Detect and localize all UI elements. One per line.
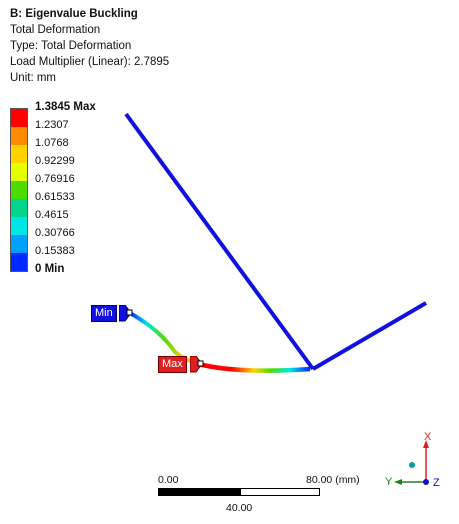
legend-swatch <box>11 109 27 127</box>
deformed-segment-lower <box>197 361 311 373</box>
scale-left-label: 0.00 <box>158 474 179 486</box>
legend-swatch <box>11 127 27 145</box>
legend-value-label: 0.76916 <box>35 173 75 185</box>
legend-value-label: 0.30766 <box>35 227 75 239</box>
legend-swatch <box>11 181 27 199</box>
result-name: Total Deformation <box>10 24 101 36</box>
scale-right-label: 80.00 (mm) <box>306 474 360 486</box>
max-probe-label: Max <box>158 356 187 373</box>
min-probe-label: Min <box>91 305 117 322</box>
triad-x-label: X <box>424 431 432 443</box>
unit-label: Unit: mm <box>10 72 56 84</box>
result-type: Type: Total Deformation <box>10 40 132 52</box>
analysis-title: B: Eigenvalue Buckling <box>10 8 138 20</box>
triad-y-label: Y <box>385 476 393 488</box>
undeformed-member-right <box>311 301 428 371</box>
scale-segment-white <box>240 488 320 496</box>
max-probe-pointer-icon <box>190 356 204 373</box>
legend-value-label: 0 Min <box>35 263 65 275</box>
legend-swatch <box>11 235 27 253</box>
triad-x-arrow-icon <box>423 440 429 448</box>
coordinate-triad[interactable]: X Y Z <box>385 431 440 489</box>
legend-value-label: 0.92299 <box>35 155 75 167</box>
triad-z-label: Z <box>433 477 440 489</box>
scale-bar: 0.00 80.00 (mm) 40.00 <box>158 474 388 518</box>
legend-swatch <box>11 253 27 271</box>
scale-segment-black <box>158 488 240 496</box>
legend-swatch <box>11 145 27 163</box>
scale-mid-label: 40.00 <box>226 502 253 514</box>
legend-value-label: 0.4615 <box>35 209 69 221</box>
legend-value-label: 0.61533 <box>35 191 75 203</box>
legend-swatch <box>11 163 27 181</box>
triad-z-axis-icon <box>423 479 429 485</box>
legend-value-label: 0.15383 <box>35 245 75 257</box>
load-multiplier: Load Multiplier (Linear): 2.7895 <box>10 56 170 68</box>
deformed-shape <box>129 311 311 373</box>
legend-value-label: 1.0768 <box>35 137 69 149</box>
result-header: B: Eigenvalue Buckling Total Deformation… <box>10 6 169 86</box>
undeformed-member-left <box>124 112 315 371</box>
min-probe-pointer-icon <box>119 305 133 322</box>
legend-swatch <box>11 199 27 217</box>
legend-value-label: 1.2307 <box>35 119 69 131</box>
triad-y-arrow-icon <box>394 479 402 485</box>
legend-value-label: 1.3845 Max <box>35 101 96 113</box>
triad-iso-ball-icon[interactable] <box>409 462 415 468</box>
legend-swatch <box>11 217 27 235</box>
legend-color-bar <box>10 108 28 272</box>
